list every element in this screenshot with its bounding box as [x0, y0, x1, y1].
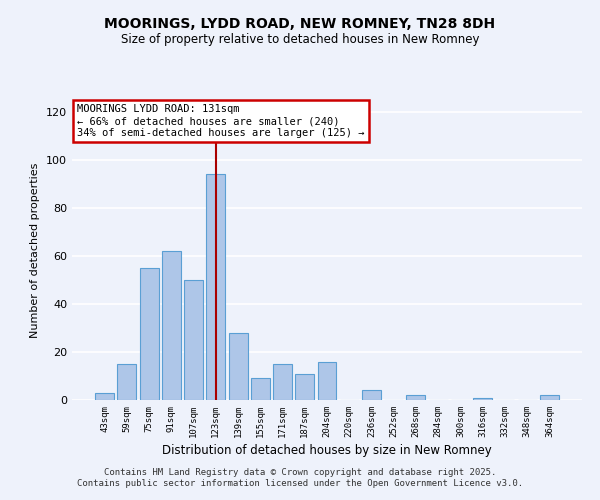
Bar — [406, 395, 425, 400]
Bar — [184, 280, 203, 400]
Bar — [206, 174, 225, 400]
Y-axis label: Number of detached properties: Number of detached properties — [31, 162, 40, 338]
Bar — [273, 364, 292, 400]
Text: Size of property relative to detached houses in New Romney: Size of property relative to detached ho… — [121, 32, 479, 46]
Bar — [162, 251, 181, 400]
Bar — [540, 395, 559, 400]
Text: MOORINGS LYDD ROAD: 131sqm
← 66% of detached houses are smaller (240)
34% of sem: MOORINGS LYDD ROAD: 131sqm ← 66% of deta… — [77, 104, 365, 138]
X-axis label: Distribution of detached houses by size in New Romney: Distribution of detached houses by size … — [162, 444, 492, 457]
Bar — [317, 362, 337, 400]
Bar — [229, 333, 248, 400]
Bar — [251, 378, 270, 400]
Bar — [140, 268, 158, 400]
Bar — [95, 393, 114, 400]
Bar — [362, 390, 381, 400]
Text: MOORINGS, LYDD ROAD, NEW ROMNEY, TN28 8DH: MOORINGS, LYDD ROAD, NEW ROMNEY, TN28 8D… — [104, 18, 496, 32]
Text: Contains HM Land Registry data © Crown copyright and database right 2025.
Contai: Contains HM Land Registry data © Crown c… — [77, 468, 523, 487]
Bar — [295, 374, 314, 400]
Bar — [118, 364, 136, 400]
Bar — [473, 398, 492, 400]
